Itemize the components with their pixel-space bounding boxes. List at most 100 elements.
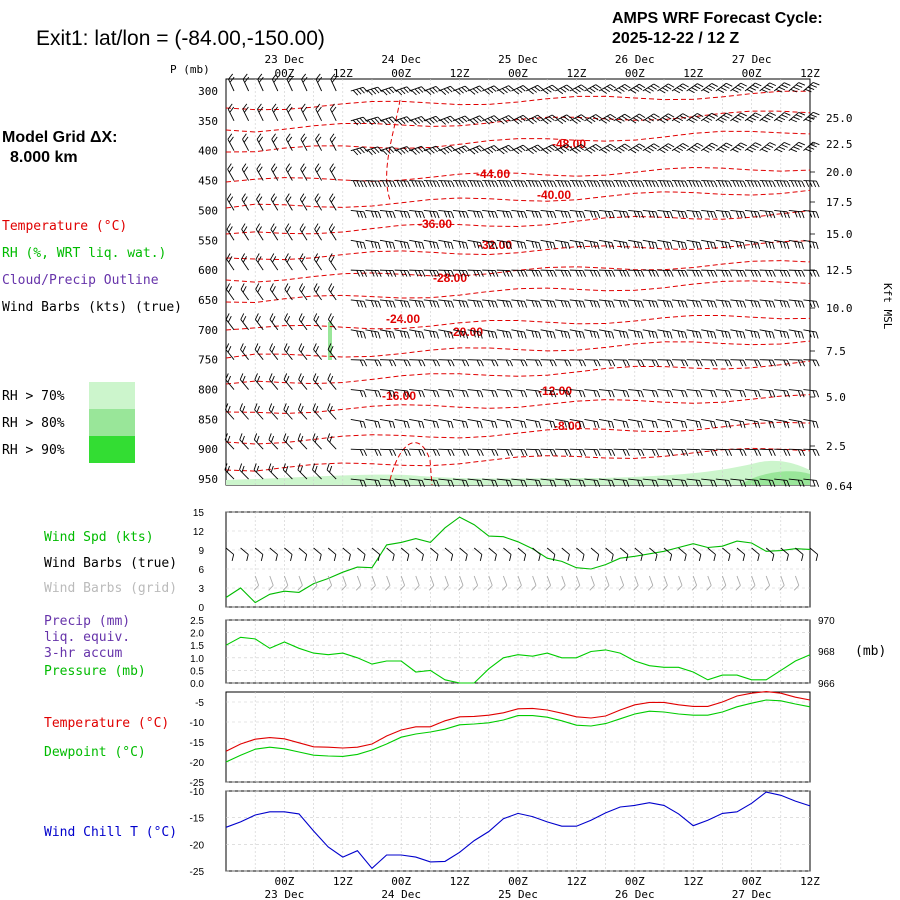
barb-feather (567, 180, 572, 188)
barb-feather (589, 270, 594, 277)
barb-feather (392, 421, 396, 429)
barb-feather (447, 331, 451, 339)
y-tick-label: -15 (190, 814, 205, 825)
barb-staff (619, 547, 629, 555)
barb-feather (487, 241, 491, 248)
barb-feather (757, 270, 762, 277)
barb-staff (327, 379, 337, 390)
barb-feather (633, 330, 637, 338)
barb-feather (695, 241, 699, 249)
barb-feather (783, 359, 787, 367)
wind-barb (730, 389, 747, 398)
barb-feather (615, 180, 620, 187)
wind-barb (312, 463, 322, 480)
wind-barb (409, 299, 425, 308)
barb-feather (330, 196, 336, 203)
wind-barb (788, 478, 805, 487)
barb-feather (465, 331, 469, 339)
barb-feather (523, 301, 528, 308)
barb-staff (809, 547, 818, 555)
barb-staff (330, 79, 337, 92)
barb-feather (487, 88, 494, 94)
barb-feather (363, 390, 367, 398)
barb-feather (461, 241, 465, 249)
barb-staff (613, 478, 627, 481)
wind-barb (285, 223, 293, 241)
wind-barb (774, 329, 790, 339)
barb-feather (734, 116, 742, 121)
barb-feather (812, 331, 816, 339)
barb-feather (447, 420, 451, 428)
hour-label-top: 00Z (274, 67, 294, 80)
barb-feather (527, 149, 534, 155)
wind-barb (671, 389, 688, 398)
barb-feather (684, 301, 688, 308)
barb-feather (509, 180, 513, 188)
day-label-top: 26 Dec (615, 53, 655, 66)
barb-feather (315, 103, 321, 110)
barb-feather (286, 103, 291, 110)
wind-barb (394, 209, 411, 219)
barb-feather (684, 211, 688, 219)
barb-feather (330, 316, 334, 323)
barb-feather (578, 241, 582, 249)
barb-feather (508, 115, 515, 121)
wind-barb (467, 329, 483, 339)
barb-feather (633, 241, 637, 248)
wind-barb (224, 463, 235, 480)
barb-feather (538, 270, 543, 277)
barb-feather (677, 180, 682, 188)
wind-barb (350, 239, 366, 250)
barb-feather (314, 193, 319, 200)
barb-feather (531, 117, 537, 123)
barb-staff (329, 169, 337, 181)
barb-feather (516, 300, 521, 308)
barb-feather (560, 241, 564, 248)
barb-feather (509, 242, 512, 250)
barb-feather (801, 421, 804, 429)
barb-feather (284, 313, 288, 320)
barb-feather (370, 118, 377, 125)
wind-barb (788, 418, 804, 429)
barb-feather (494, 449, 499, 456)
barb-feather (228, 73, 234, 80)
wind-barb (365, 389, 382, 398)
barb-feather (465, 301, 469, 308)
barb-staff (239, 439, 249, 450)
barb-feather (270, 253, 275, 260)
wind-barb (730, 239, 746, 250)
barb-feather (312, 403, 316, 410)
wind-barb (555, 299, 571, 308)
barb-staff (283, 349, 293, 360)
barb-feather (523, 480, 528, 487)
barb-staff (314, 169, 322, 181)
barb-feather (737, 144, 745, 149)
barb-staff (707, 575, 712, 586)
barb-feather (538, 449, 543, 456)
pressure-axis-label: P (mb) (170, 63, 210, 76)
barb-feather (505, 300, 510, 308)
barb-feather (567, 390, 571, 398)
pressure-tick-label: 750 (198, 354, 218, 367)
wind-barb (394, 478, 411, 487)
barb-feather (739, 211, 743, 218)
barb-staff (657, 478, 671, 481)
barb-feather (717, 148, 724, 153)
barb-feather (509, 359, 513, 367)
barb-staff (268, 409, 279, 420)
barb-feather (327, 373, 331, 380)
barb-feather (286, 226, 292, 233)
barb-feather (724, 479, 729, 487)
wind-barb (642, 209, 659, 219)
barb-feather (571, 149, 578, 154)
barb-feather (363, 180, 367, 188)
barb-feather (812, 241, 816, 249)
barb-feather (595, 114, 602, 119)
barb-feather (254, 343, 259, 350)
barb-feather (418, 211, 422, 218)
barb-feather (775, 88, 783, 93)
barb-feather (761, 180, 766, 187)
barb-feather (399, 585, 405, 591)
barb-feather (808, 300, 813, 308)
wind-barb (554, 84, 573, 95)
